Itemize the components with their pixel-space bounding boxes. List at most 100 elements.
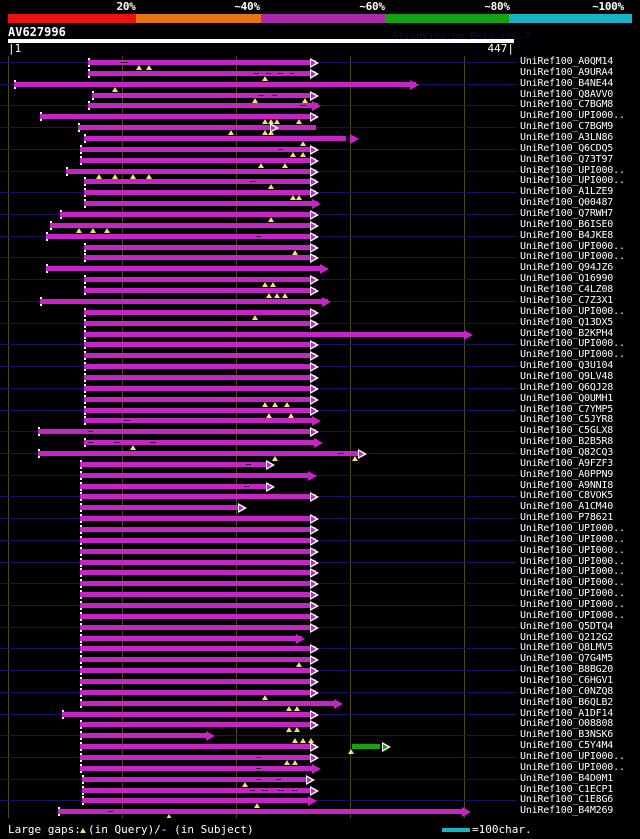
hsp-bar[interactable] xyxy=(80,157,316,163)
hit-label[interactable]: UniRef100_C6HGV1 xyxy=(520,675,614,687)
hit-label[interactable]: UniRef100_B2B5R8 xyxy=(520,436,614,448)
hit-label[interactable]: UniRef100_UPI000.. xyxy=(520,305,625,317)
hsp-bar[interactable] xyxy=(84,396,316,402)
hit-label[interactable]: UniRef100_B6QLB2 xyxy=(520,696,614,708)
hsp-bar[interactable] xyxy=(88,103,318,109)
hit-label[interactable]: UniRef100_UPI000.. xyxy=(520,761,625,773)
hsp-bar[interactable] xyxy=(80,668,316,674)
hsp-bar[interactable] xyxy=(80,646,316,652)
hsp-bar[interactable] xyxy=(60,212,316,218)
hsp-direction-arrow[interactable] xyxy=(322,296,331,307)
hsp-bar[interactable] xyxy=(80,722,316,728)
hit-label[interactable]: UniRef100_Q5DTQ4 xyxy=(520,620,614,632)
hsp-bar[interactable] xyxy=(82,776,308,782)
hsp-bar[interactable] xyxy=(80,657,316,663)
hsp-bar[interactable] xyxy=(84,385,316,391)
hsp-bar[interactable] xyxy=(84,353,316,359)
hit-label[interactable]: UniRef100_P78621 xyxy=(520,512,614,524)
hit-label[interactable]: UniRef100_UPI000.. xyxy=(520,349,625,361)
hit-label[interactable]: UniRef100_UPI000.. xyxy=(520,175,625,187)
hit-label[interactable]: UniRef100_C5Y4M4 xyxy=(520,740,614,752)
hsp-bar[interactable] xyxy=(80,548,316,554)
hsp-direction-arrow[interactable] xyxy=(320,264,329,275)
hit-label[interactable]: UniRef100_Q73T97 xyxy=(520,153,614,165)
hsp-bar[interactable] xyxy=(80,581,316,587)
hit-label[interactable]: UniRef100_UPI000.. xyxy=(520,588,625,600)
hit-label[interactable]: UniRef100_A1LZE9 xyxy=(520,186,614,198)
hsp-bar[interactable] xyxy=(58,809,464,815)
hsp-bar[interactable] xyxy=(80,526,316,532)
hsp-bar[interactable] xyxy=(84,440,316,446)
hit-label[interactable]: UniRef100_B3NSK6 xyxy=(520,729,614,741)
hit-label[interactable]: UniRef100_C5GLX8 xyxy=(520,425,614,437)
hit-label[interactable]: UniRef100_B4D0M1 xyxy=(520,772,614,784)
hit-label[interactable]: UniRef100_Q00487 xyxy=(520,197,614,209)
hit-label[interactable]: UniRef100_A3LN86 xyxy=(520,132,614,144)
hsp-bar[interactable] xyxy=(82,798,312,804)
hsp-bar[interactable] xyxy=(80,146,316,152)
hsp-bar[interactable] xyxy=(80,494,316,500)
hit-label[interactable]: UniRef100_C8VOK5 xyxy=(520,490,614,502)
hit-label[interactable]: UniRef100_Q82CQ3 xyxy=(520,446,614,458)
hit-label[interactable]: UniRef100_B2KPH4 xyxy=(520,327,614,339)
hit-label[interactable]: UniRef100_B4JKE8 xyxy=(520,229,614,241)
hsp-bar[interactable] xyxy=(84,331,464,337)
hit-label[interactable]: UniRef100_UPI000.. xyxy=(520,533,625,545)
hit-label[interactable]: UniRef100_UPI000.. xyxy=(520,577,625,589)
hsp-direction-arrow[interactable] xyxy=(296,633,305,644)
hit-label[interactable]: UniRef100_B4M269 xyxy=(520,805,614,817)
hit-label[interactable]: UniRef100_UPI000.. xyxy=(520,240,625,252)
hsp-bar[interactable] xyxy=(84,179,316,185)
hsp-direction-arrow[interactable] xyxy=(334,698,343,709)
hit-label[interactable]: UniRef100_Q13DX5 xyxy=(520,316,614,328)
hit-label[interactable]: UniRef100_UPI000.. xyxy=(520,522,625,534)
hit-label[interactable]: UniRef100_Q8AVV0 xyxy=(520,88,614,100)
hsp-direction-arrow[interactable] xyxy=(350,134,359,145)
hit-label[interactable]: UniRef100_B6ISE0 xyxy=(520,218,614,230)
hsp-bar[interactable] xyxy=(88,60,316,65)
hsp-bar[interactable] xyxy=(84,309,316,315)
hit-label[interactable]: UniRef100_B4NE44 xyxy=(520,77,614,89)
hsp-bar[interactable] xyxy=(84,190,316,196)
hsp-direction-arrow[interactable] xyxy=(410,79,419,90)
hsp-bar[interactable] xyxy=(80,765,316,771)
hsp-bar[interactable] xyxy=(80,570,316,576)
hsp-bar[interactable] xyxy=(84,255,316,261)
hit-label[interactable]: UniRef100_UPI000.. xyxy=(520,751,625,763)
hit-label[interactable]: UniRef100_C0NZQ8 xyxy=(520,685,614,697)
hsp-direction-arrow[interactable] xyxy=(308,796,317,807)
hit-label[interactable]: UniRef100_Q212G2 xyxy=(520,631,614,643)
hit-label[interactable]: UniRef100_C4LZ08 xyxy=(520,284,614,296)
hsp-bar[interactable] xyxy=(84,244,316,250)
hit-label[interactable]: UniRef100_A9URA4 xyxy=(520,66,614,78)
hit-label[interactable]: UniRef100_UPI000.. xyxy=(520,544,625,556)
hsp-bar[interactable] xyxy=(80,613,316,619)
hsp-direction-arrow[interactable] xyxy=(206,731,215,742)
hit-label[interactable]: UniRef100_Q0UMH1 xyxy=(520,392,614,404)
hsp-bar[interactable] xyxy=(84,136,346,142)
hit-label[interactable]: UniRef100_A1CM40 xyxy=(520,501,614,513)
hit-label[interactable]: UniRef100_UPI000.. xyxy=(520,251,625,263)
hsp-direction-arrow[interactable] xyxy=(312,763,321,774)
hsp-bar[interactable] xyxy=(80,559,316,565)
hsp-bar[interactable] xyxy=(88,70,316,76)
hit-label[interactable]: UniRef100_C1E8G6 xyxy=(520,794,614,806)
hsp-bar[interactable] xyxy=(80,733,210,739)
hit-label[interactable]: UniRef100_B8BG20 xyxy=(520,664,614,676)
hit-label[interactable]: UniRef100_A9NNI8 xyxy=(520,479,614,491)
hit-label[interactable]: UniRef100_Q16990 xyxy=(520,273,614,285)
hsp-bar[interactable] xyxy=(80,483,270,489)
hit-label[interactable]: UniRef100_UPI000.. xyxy=(520,609,625,621)
hit-label[interactable]: UniRef100_C5JYR8 xyxy=(520,414,614,426)
hsp-bar[interactable] xyxy=(84,418,316,424)
hsp-bar[interactable] xyxy=(84,407,316,413)
hsp-direction-arrow[interactable] xyxy=(312,416,321,427)
hsp-bar[interactable] xyxy=(62,711,316,717)
hit-label[interactable]: UniRef100_Q6CDQ5 xyxy=(520,142,614,154)
hsp-bar[interactable] xyxy=(92,92,316,98)
hit-label[interactable]: UniRef100_O08808 xyxy=(520,718,614,730)
hsp-bar[interactable] xyxy=(352,744,380,750)
hit-label[interactable]: UniRef100_C1ECP1 xyxy=(520,783,614,795)
hsp-bar[interactable] xyxy=(66,168,316,174)
hsp-bar[interactable] xyxy=(38,429,316,435)
